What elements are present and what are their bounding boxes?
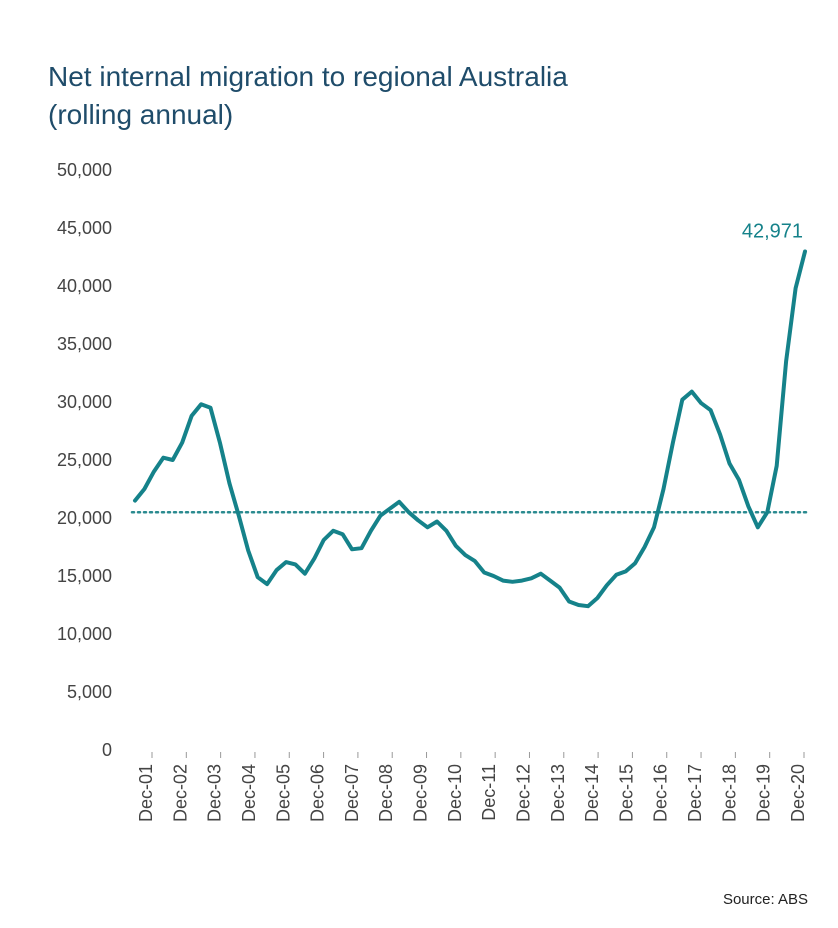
x-tick-label: Dec-01 [136, 764, 156, 822]
x-tick-label: Dec-14 [582, 764, 602, 822]
x-tick-label: Dec-17 [685, 764, 705, 822]
x-tick-label: Dec-20 [788, 764, 808, 822]
x-tick-label: Dec-03 [205, 764, 225, 822]
x-tick-label: Dec-16 [651, 764, 671, 822]
x-tick-label: Dec-06 [308, 764, 328, 822]
x-tick-label: Dec-08 [376, 764, 396, 822]
migration-series-line [135, 252, 805, 607]
x-tick-label: Dec-05 [273, 764, 293, 822]
figure-container: Net internal migration to regional Austr… [0, 0, 838, 928]
y-tick-label: 45,000 [57, 218, 112, 238]
x-tick-label: Dec-12 [513, 764, 533, 822]
y-tick-label: 10,000 [57, 624, 112, 644]
y-tick-label: 5,000 [67, 682, 112, 702]
x-tick-label: Dec-09 [411, 764, 431, 822]
y-tick-label: 15,000 [57, 566, 112, 586]
x-tick-label: Dec-11 [479, 764, 499, 821]
y-tick-label: 0 [102, 740, 112, 760]
y-tick-label: 40,000 [57, 276, 112, 296]
y-tick-label: 25,000 [57, 450, 112, 470]
migration-line-chart: 0 5,000 10,000 15,000 20,000 25,000 30,000 35,0… [0, 150, 838, 880]
x-tick-label: Dec-18 [719, 764, 739, 822]
y-tick-label: 30,000 [57, 392, 112, 412]
x-tick-label: Dec-13 [548, 764, 568, 822]
chart-title: Net internal migration to regional Austr… [48, 58, 788, 134]
chart-title-line1: Net internal migration to regional Austr… [48, 61, 568, 92]
source-label: Source: ABS [723, 891, 808, 908]
x-tick-label: Dec-19 [754, 764, 774, 822]
x-tick-label: Dec-07 [342, 764, 362, 822]
x-tick-label: Dec-04 [239, 764, 259, 822]
end-value-label: 42,971 [742, 221, 803, 243]
y-tick-label: 20,000 [57, 508, 112, 528]
x-tick-label: Dec-10 [445, 764, 465, 822]
y-tick-label: 35,000 [57, 334, 112, 354]
x-tick-label: Dec-02 [170, 764, 190, 822]
chart-title-line2: (rolling annual) [48, 99, 233, 130]
y-tick-label: 50,000 [57, 160, 112, 180]
x-tick-label: Dec-15 [616, 764, 636, 822]
